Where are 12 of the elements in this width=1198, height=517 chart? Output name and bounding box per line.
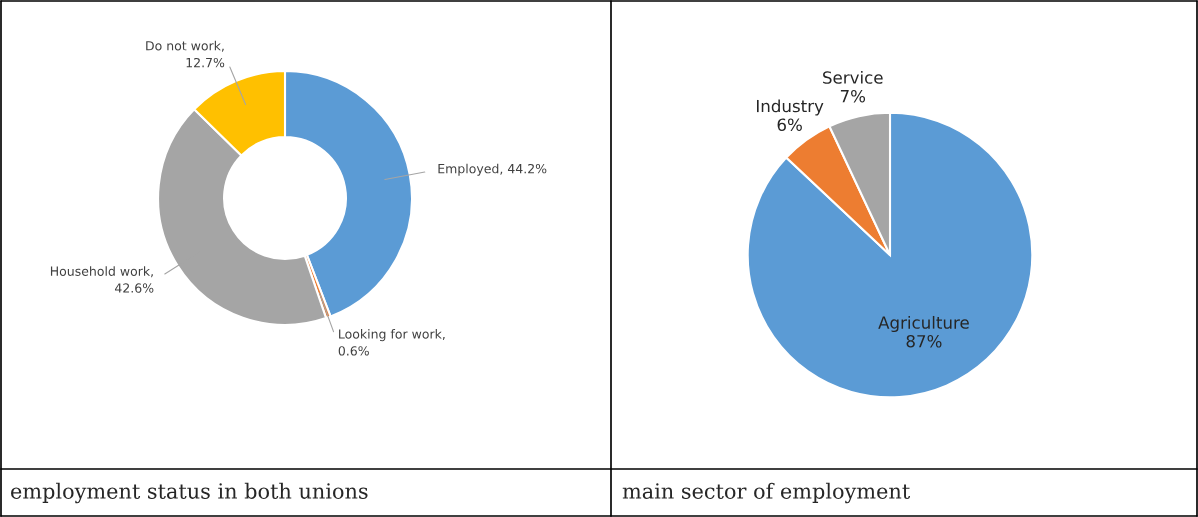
slice-label: Industry [756, 99, 824, 116]
slice-label: Agriculture [878, 315, 969, 333]
text: employment status in both unions [11, 482, 368, 504]
data-label: 87% [906, 334, 942, 348]
data-label: 7% [840, 89, 866, 103]
data-label: 6% [777, 118, 802, 132]
slice-label: Service [823, 70, 883, 84]
data-label: Employed, 44.2% [438, 163, 547, 176]
data-label: Looking for work, 0.6% [338, 329, 445, 356]
text: main sector of employment [622, 482, 911, 504]
data-label: Household work, 42.6% [50, 266, 154, 293]
data-label: Do not work, 12.7% [146, 40, 225, 68]
